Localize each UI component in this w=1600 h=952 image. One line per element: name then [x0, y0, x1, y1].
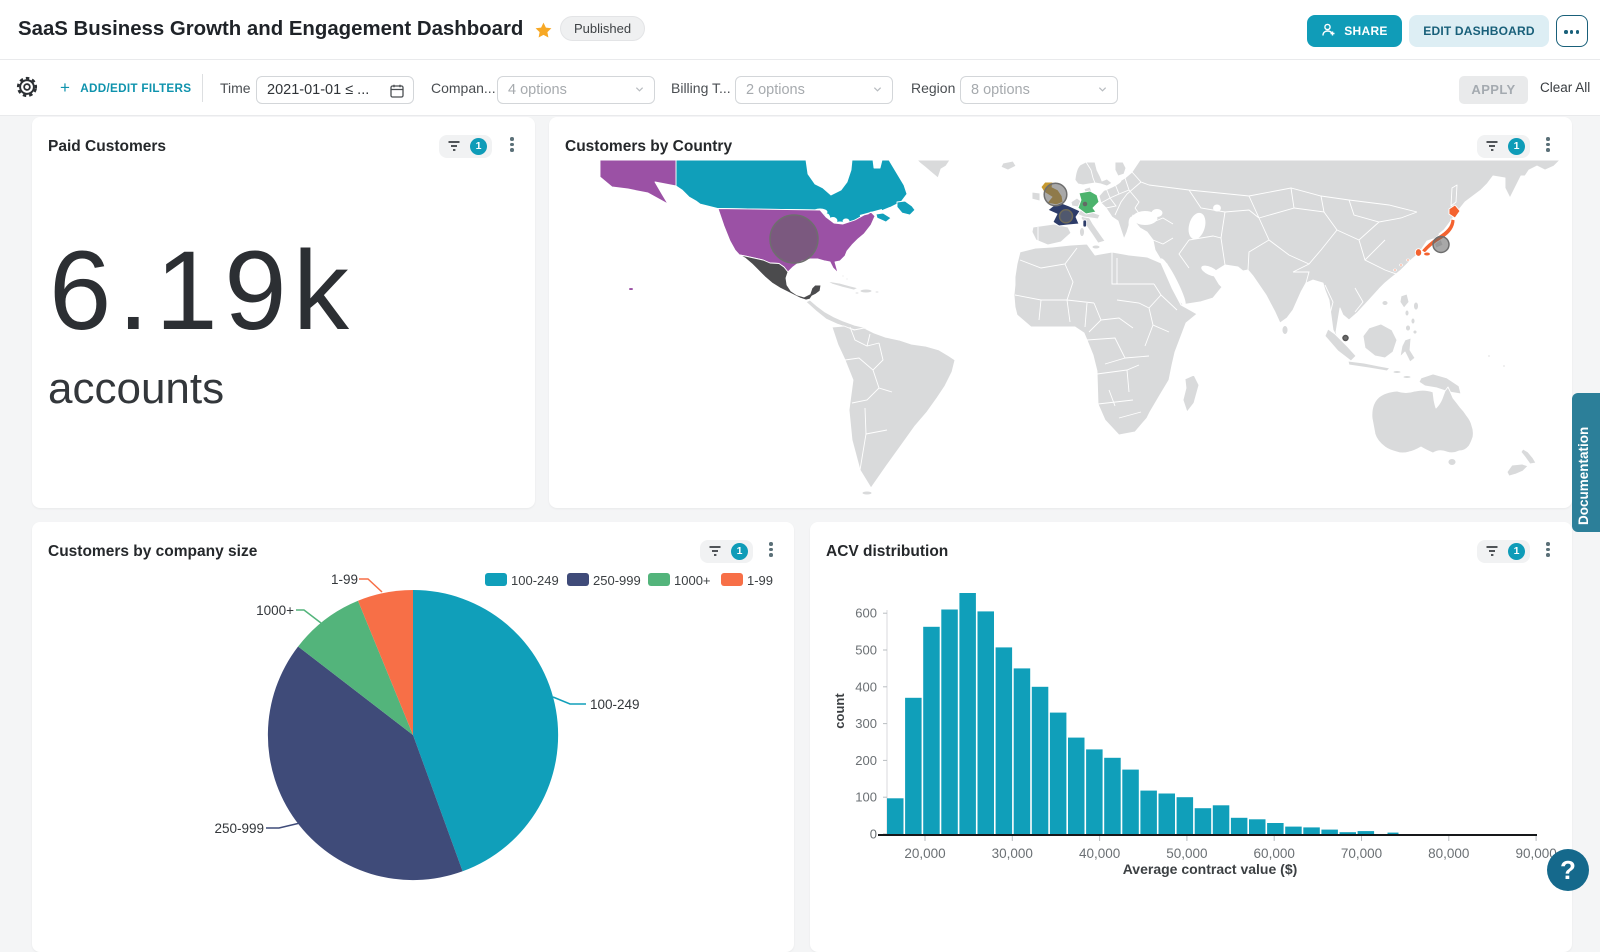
svg-text:400: 400 — [855, 679, 877, 694]
svg-text:1-99: 1-99 — [331, 572, 358, 587]
svg-text:250-999: 250-999 — [214, 821, 264, 836]
svg-text:60,000: 60,000 — [1254, 846, 1295, 861]
svg-text:50,000: 50,000 — [1166, 846, 1207, 861]
svg-text:600: 600 — [855, 606, 877, 621]
svg-text:90,000: 90,000 — [1515, 846, 1556, 861]
svg-text:300: 300 — [855, 716, 877, 731]
svg-text:count: count — [832, 693, 847, 729]
svg-text:30,000: 30,000 — [992, 846, 1033, 861]
svg-text:100-249: 100-249 — [590, 697, 640, 712]
svg-text:Average contract value ($): Average contract value ($) — [1123, 861, 1298, 877]
svg-text:80,000: 80,000 — [1428, 846, 1469, 861]
svg-text:100: 100 — [855, 790, 877, 805]
svg-text:20,000: 20,000 — [904, 846, 945, 861]
svg-text:200: 200 — [855, 753, 877, 768]
svg-text:70,000: 70,000 — [1341, 846, 1382, 861]
svg-text:40,000: 40,000 — [1079, 846, 1120, 861]
svg-text:1000+: 1000+ — [256, 603, 294, 618]
svg-text:0: 0 — [870, 827, 877, 842]
svg-text:500: 500 — [855, 643, 877, 658]
